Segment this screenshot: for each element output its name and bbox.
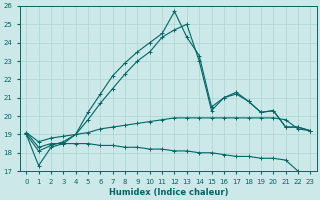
X-axis label: Humidex (Indice chaleur): Humidex (Indice chaleur) — [108, 188, 228, 197]
